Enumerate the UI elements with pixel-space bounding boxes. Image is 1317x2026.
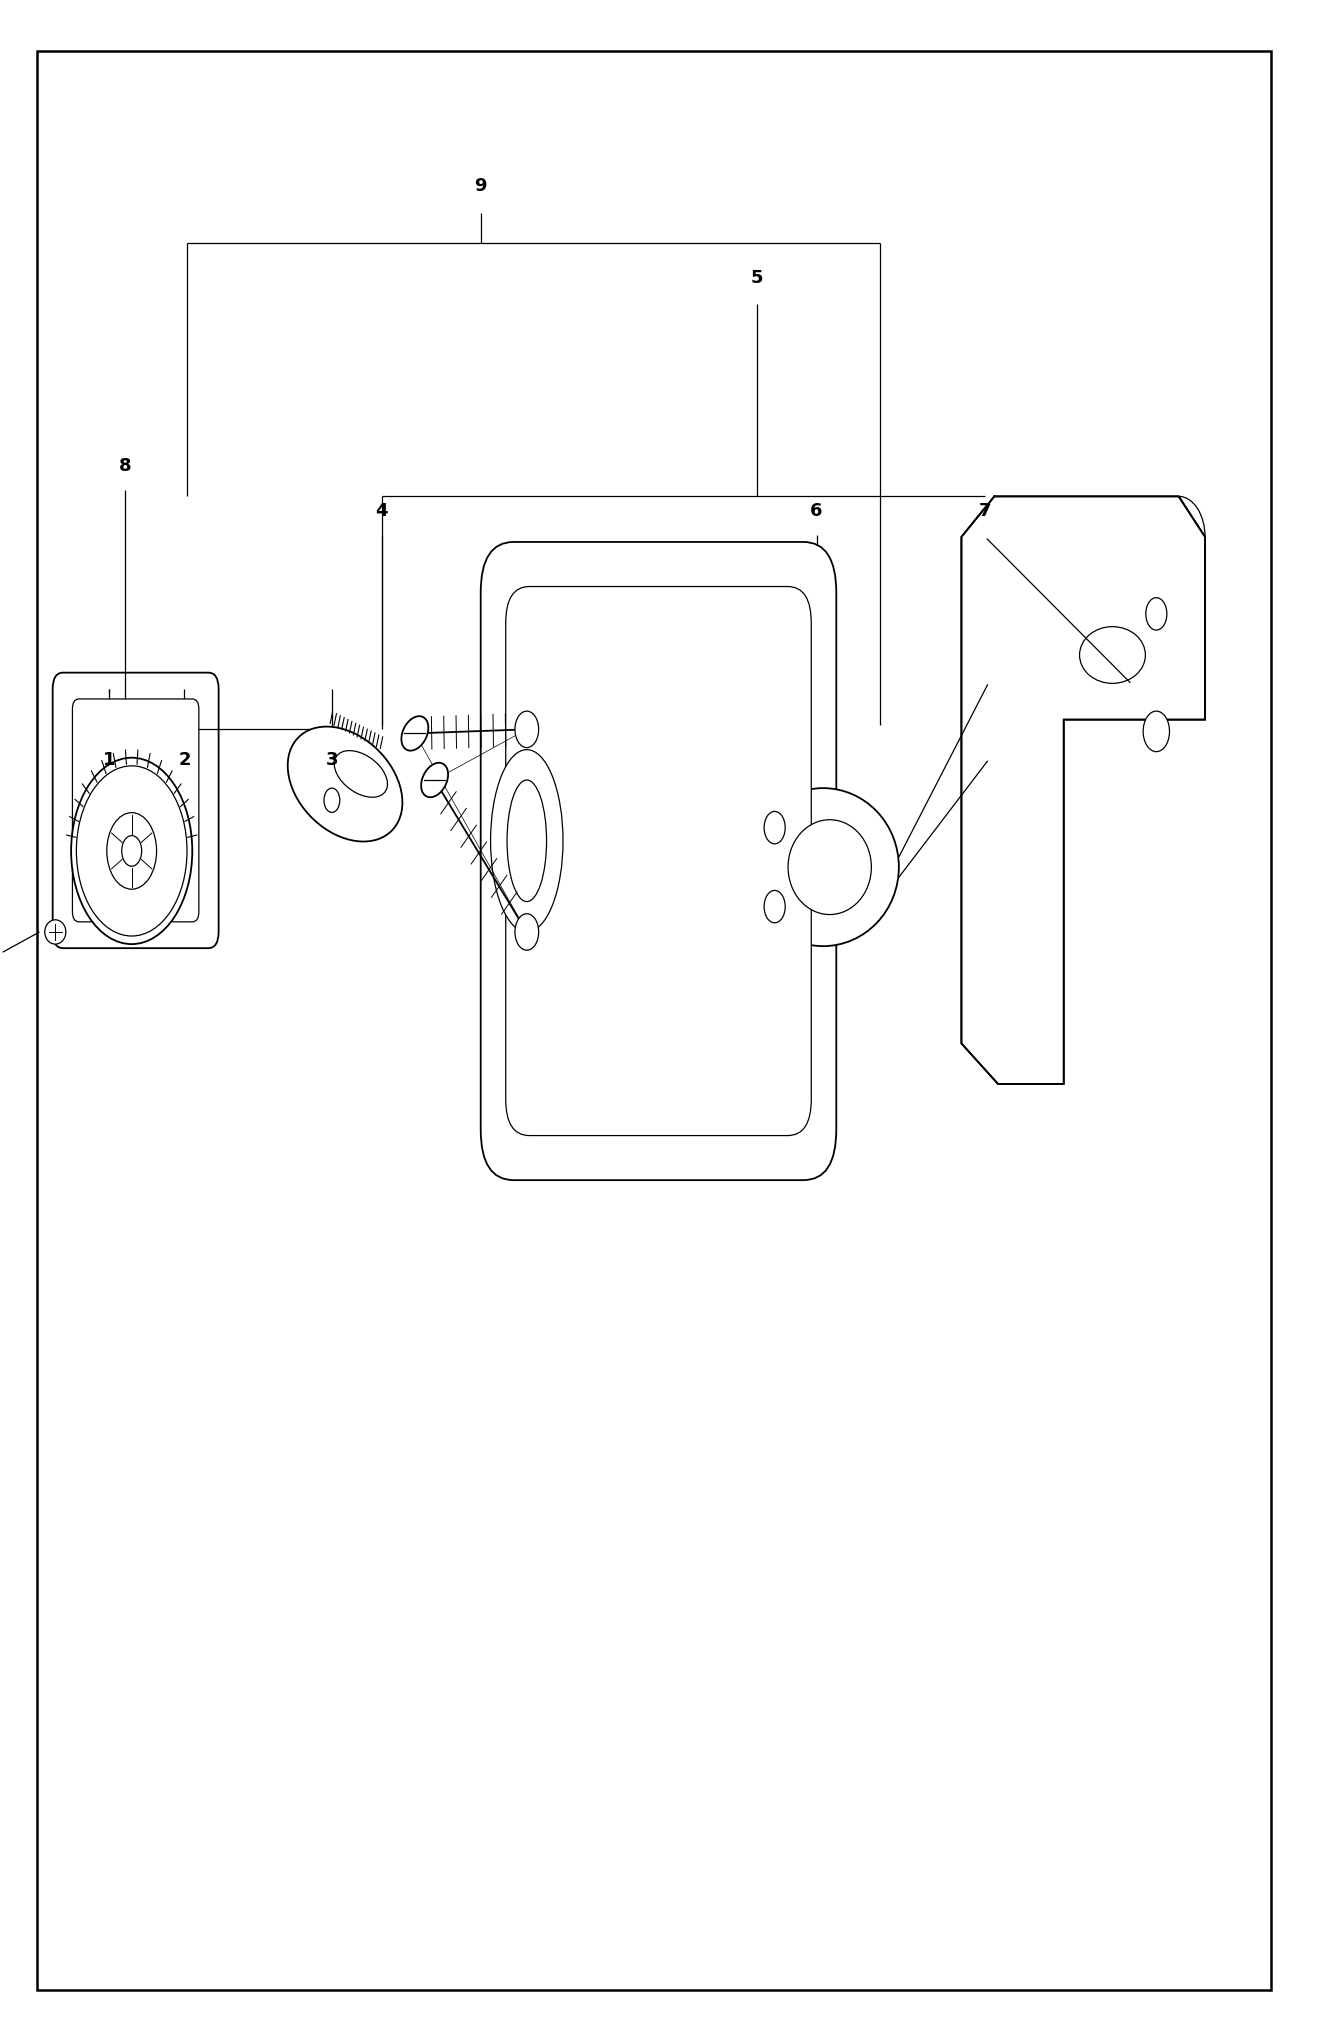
Circle shape: [515, 711, 539, 748]
Text: 1: 1: [103, 752, 116, 768]
Circle shape: [324, 788, 340, 812]
Text: 8: 8: [119, 458, 132, 474]
FancyBboxPatch shape: [506, 588, 811, 1135]
Text: 3: 3: [325, 752, 338, 768]
Circle shape: [76, 766, 187, 936]
Circle shape: [107, 812, 157, 889]
Ellipse shape: [507, 780, 547, 902]
Circle shape: [515, 914, 539, 950]
FancyBboxPatch shape: [53, 673, 219, 948]
Text: 4: 4: [375, 502, 389, 519]
Ellipse shape: [402, 715, 428, 752]
Ellipse shape: [1080, 626, 1146, 683]
Circle shape: [121, 835, 142, 867]
Text: 9: 9: [474, 178, 487, 194]
Ellipse shape: [335, 750, 387, 798]
Text: 5: 5: [751, 269, 764, 286]
FancyBboxPatch shape: [481, 541, 836, 1179]
Circle shape: [71, 758, 192, 944]
FancyBboxPatch shape: [72, 699, 199, 922]
Ellipse shape: [421, 762, 448, 798]
Polygon shape: [961, 496, 1205, 1084]
Ellipse shape: [45, 920, 66, 944]
Ellipse shape: [491, 750, 564, 932]
Ellipse shape: [287, 727, 403, 841]
Circle shape: [1143, 711, 1169, 752]
Ellipse shape: [788, 821, 872, 914]
Circle shape: [764, 891, 785, 924]
Text: 6: 6: [810, 502, 823, 519]
Ellipse shape: [748, 788, 898, 946]
Text: 7: 7: [979, 502, 992, 519]
Text: 2: 2: [178, 752, 191, 768]
Circle shape: [1146, 598, 1167, 630]
Circle shape: [764, 812, 785, 845]
